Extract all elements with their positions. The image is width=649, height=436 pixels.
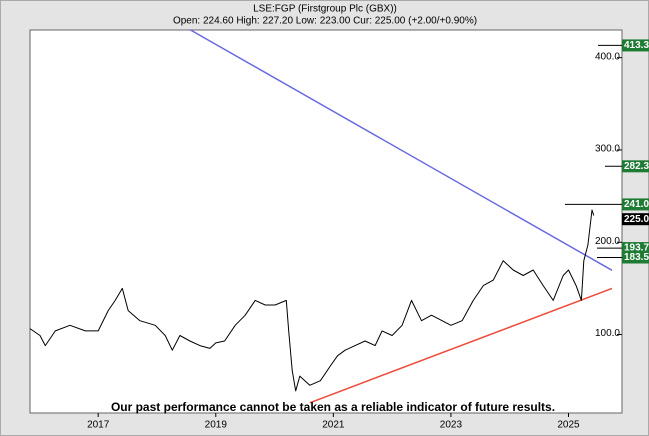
level-box: [622, 213, 649, 226]
level-label: 183.5: [624, 252, 649, 263]
y-tick-label: 100.0: [595, 328, 620, 339]
level-label: 193.7: [624, 243, 649, 254]
x-tick-label: 2023: [440, 420, 463, 431]
level-box: [622, 39, 649, 52]
level-label: 282.3: [624, 161, 649, 172]
y-tick-label: 200.0: [595, 236, 620, 247]
trendline: [309, 287, 613, 404]
chart-title: LSE:FGP (Firstgroup Plc (GBX)): [253, 4, 397, 15]
y-tick-label: 300.0: [595, 144, 620, 155]
trendline: [189, 28, 613, 271]
price-line: [29, 209, 595, 392]
level-label: 241.0: [624, 199, 649, 210]
x-tick-label: 2017: [87, 420, 110, 431]
x-tick-label: 2021: [322, 420, 345, 431]
x-tick-label: 2019: [205, 420, 228, 431]
level-box: [622, 198, 649, 211]
level-box: [622, 251, 649, 264]
plot-area: [29, 29, 623, 414]
x-tick-label: 2025: [557, 420, 580, 431]
level-label: 225.0: [624, 214, 649, 225]
chart-subtitle: Open: 224.60 High: 227.20 Low: 223.00 Cu…: [173, 16, 477, 27]
y-tick-label: 400.0: [595, 51, 620, 62]
disclaimer: Our past performance cannot be taken as …: [111, 400, 555, 414]
level-box: [622, 160, 649, 173]
level-label: 413.3: [624, 40, 649, 51]
level-box: [622, 242, 649, 255]
